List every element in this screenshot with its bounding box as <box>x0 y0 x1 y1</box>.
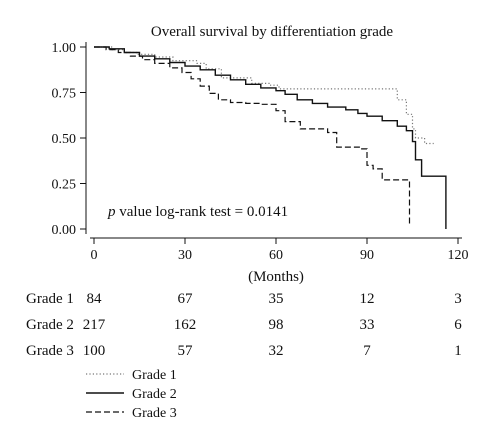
risk-count: 7 <box>363 343 371 359</box>
y-tick-label: 0.50 <box>52 132 77 147</box>
x-ticks: 0 30 60 90 120 <box>91 238 469 263</box>
y-ticks: 0.00 0.25 0.50 0.75 1.00 <box>52 41 86 238</box>
risk-count: 6 <box>454 317 462 333</box>
risk-count: 84 <box>87 291 103 307</box>
x-tick-label: 30 <box>178 248 192 263</box>
curve-grade-1 <box>94 46 434 145</box>
chart-title: Overall survival by differentiation grad… <box>151 24 393 40</box>
y-tick-label: 0.75 <box>52 87 77 102</box>
survival-curves <box>94 46 447 229</box>
annotation-p: p <box>107 204 116 220</box>
risk-count: 98 <box>269 317 284 333</box>
risk-row-label: Grade 2 <box>26 317 74 333</box>
x-axis-label: (Months) <box>248 269 304 285</box>
risk-count: 1 <box>454 343 462 359</box>
annotation-text: value log-rank test = 0.0141 <box>116 204 289 220</box>
risk-count: 217 <box>83 317 106 333</box>
y-tick-label: 0.25 <box>52 178 77 193</box>
risk-count: 3 <box>454 291 462 307</box>
risk-count: 35 <box>269 291 284 307</box>
risk-table: Grade 1 84 67 35 12 3 Grade 2 217 162 98 33 6 Grade … <box>26 291 462 359</box>
x-tick-label: 0 <box>91 248 98 263</box>
curve-grade-2 <box>94 46 447 229</box>
risk-count: 33 <box>360 317 375 333</box>
risk-count: 12 <box>360 291 375 307</box>
risk-count: 32 <box>269 343 284 359</box>
risk-row-label: Grade 1 <box>26 291 74 307</box>
risk-count: 57 <box>178 343 194 359</box>
y-tick-label: 0.00 <box>52 223 77 238</box>
legend: Grade 1 Grade 2 Grade 3 <box>86 368 177 421</box>
risk-count: 100 <box>83 343 106 359</box>
x-tick-label: 90 <box>360 248 374 263</box>
x-tick-label: 60 <box>269 248 283 263</box>
risk-row-label: Grade 3 <box>26 343 74 359</box>
y-tick-label: 1.00 <box>52 41 77 56</box>
x-tick-label: 120 <box>448 248 469 263</box>
risk-count: 67 <box>178 291 194 307</box>
legend-label: Grade 1 <box>132 368 177 383</box>
legend-label: Grade 2 <box>132 387 177 402</box>
risk-count: 162 <box>174 317 197 333</box>
legend-label: Grade 3 <box>132 406 177 421</box>
log-rank-annotation: p value log-rank test = 0.0141 <box>107 204 288 220</box>
curve-grade-3 <box>94 46 411 226</box>
